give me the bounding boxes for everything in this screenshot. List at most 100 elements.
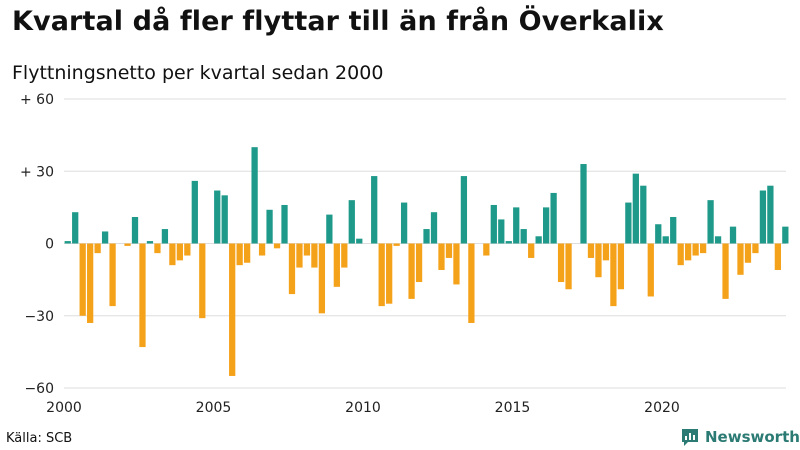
bar: [199, 243, 206, 319]
bar: [303, 243, 311, 256]
bar: [154, 243, 161, 254]
x-tick-label: 2000: [46, 400, 82, 416]
bar: [72, 212, 79, 244]
bar: [191, 180, 198, 244]
bar: [774, 243, 781, 270]
bar: [79, 243, 86, 316]
bar: [460, 176, 468, 244]
bar: [587, 243, 595, 258]
bar: [707, 200, 714, 244]
bar: [64, 241, 71, 244]
bar: [378, 243, 385, 307]
bar: [415, 243, 423, 283]
bar: [490, 204, 497, 244]
x-tick-label: 2005: [196, 400, 232, 416]
source-label: Källa: SCB: [6, 431, 73, 446]
bar: [759, 190, 767, 244]
bar: [101, 231, 109, 244]
bar: [438, 243, 445, 270]
bar: [400, 202, 408, 244]
bar: [767, 185, 774, 244]
bar: [423, 229, 430, 244]
bar: [483, 243, 490, 256]
bar: [244, 243, 251, 263]
bars: [64, 147, 789, 376]
bar: [617, 243, 625, 290]
bar: [513, 207, 520, 244]
bar: [625, 202, 632, 244]
bar: [550, 192, 557, 244]
bar: [229, 243, 236, 376]
y-axis-ticks: + 60 + 30 0 −30 −60: [20, 92, 54, 397]
bar: [520, 229, 527, 244]
bar: [685, 243, 692, 261]
bar: [87, 243, 94, 323]
bar-chart-speech-bubble-icon: [682, 429, 698, 446]
x-axis-ticks: 2000 2005 2010 2015 2020: [46, 400, 680, 416]
bar: [610, 243, 617, 307]
bar: [662, 236, 669, 244]
bar: [692, 243, 699, 256]
bar: [595, 243, 602, 278]
bar: [729, 226, 737, 244]
bar: [498, 219, 505, 244]
bar: [543, 207, 550, 244]
bar: [169, 243, 176, 266]
bar: [341, 243, 348, 268]
x-tick-label: 2020: [644, 400, 680, 416]
grid-lines: [64, 98, 786, 389]
bar: [214, 190, 221, 244]
bar: [565, 243, 572, 290]
x-tick-label: 2010: [345, 400, 381, 416]
bar: [386, 243, 393, 304]
bar: [333, 243, 340, 287]
bar: [393, 243, 400, 246]
bar: [445, 243, 453, 258]
bar: [281, 204, 288, 244]
bar: [714, 236, 722, 244]
bar: [184, 243, 191, 256]
bar: [647, 243, 654, 297]
bar: [371, 176, 378, 244]
bar: [453, 243, 460, 285]
bar: [782, 226, 789, 244]
bar: [236, 243, 243, 266]
bar: [430, 212, 438, 244]
x-tick-label: 2015: [495, 400, 531, 416]
bar: [258, 243, 266, 256]
bar: [699, 243, 707, 254]
bar: [670, 217, 677, 244]
bar: [273, 243, 281, 249]
brand-name: Newsworthy: [705, 428, 800, 446]
bar: [161, 229, 169, 244]
y-tick-label: + 60: [20, 92, 54, 108]
bar: [356, 238, 363, 244]
bar: [266, 209, 273, 244]
bar: [94, 243, 101, 254]
bar: [557, 243, 565, 283]
bar: [640, 185, 647, 244]
bar: [505, 241, 512, 244]
bar: [655, 224, 662, 244]
chart-title: Kvartal då fler flyttar till än från Öve…: [12, 6, 664, 37]
bar: [677, 243, 684, 266]
bar: [146, 241, 154, 244]
bar: [722, 243, 729, 299]
bar: [139, 243, 146, 348]
chart-subtitle: Flyttningsnetto per kvartal sedan 2000: [12, 62, 384, 84]
y-tick-label: −60: [24, 381, 54, 397]
bar: [535, 236, 542, 244]
y-tick-label: 0: [45, 237, 54, 253]
bar: [311, 243, 318, 268]
bar: [251, 147, 258, 244]
bar: [744, 243, 752, 263]
bar: [221, 195, 228, 244]
bar: [528, 243, 535, 258]
bar: [109, 243, 116, 307]
bar: [124, 243, 131, 246]
bar: [176, 243, 183, 261]
brand-logo-link[interactable]: Newsworthy: [680, 426, 800, 448]
bar: [131, 217, 139, 244]
bar: [580, 164, 587, 244]
bar: [602, 243, 610, 261]
